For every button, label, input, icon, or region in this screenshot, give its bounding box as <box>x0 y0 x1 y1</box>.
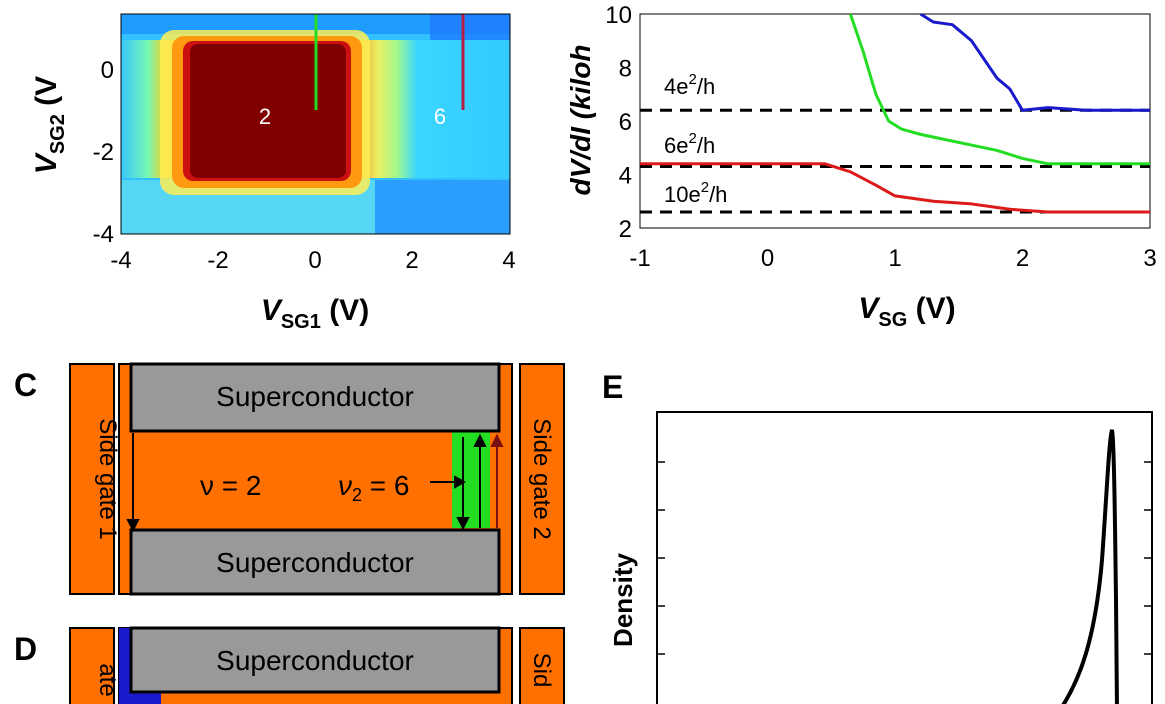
heatmap <box>121 14 510 234</box>
y-tick: 4 <box>619 163 632 190</box>
plateau-labels: 4e2/h 6e2/h 10e2/h <box>664 71 727 207</box>
panel-a-ylabel: VSG2 (V <box>30 76 69 174</box>
panel-d-letter: D <box>14 631 37 667</box>
side-gate-1-label: ate 1 <box>94 663 121 704</box>
density-curve <box>1061 429 1119 704</box>
x-tick: -1 <box>629 245 650 272</box>
panel-b-xlabel: VSG (V) <box>858 292 955 331</box>
panel-c-letter: C <box>14 367 37 403</box>
x-tick: 2 <box>405 247 418 274</box>
side-gate-2-label: Side gate 2 <box>528 418 555 539</box>
superconductor-top <box>129 362 501 433</box>
y-tick: -4 <box>93 221 114 248</box>
y-tick: -2 <box>93 139 114 166</box>
y-tick: 10 <box>605 2 632 29</box>
series-line <box>919 14 1150 112</box>
panel-a: 2 6 -4 -2 0 2 4 0 -2 -4 VSG1 (V) VSG2 (V <box>30 13 516 333</box>
panel-e-letter: E <box>602 369 623 405</box>
superconductor-top <box>129 626 501 694</box>
side-gate-1-label: Side gate 1 <box>94 418 121 539</box>
superconductor-bottom <box>129 528 501 596</box>
panel-a-xlabel: VSG1 (V) <box>261 294 369 333</box>
side-gate-1 <box>69 627 115 704</box>
nu2-label: ν2 = 6 <box>338 470 410 505</box>
panel-b-ylabel: dV/dI (kiloh <box>565 45 596 196</box>
side-gate-2 <box>519 627 565 704</box>
plot-area <box>639 13 1151 229</box>
y-tick: 6 <box>619 109 632 136</box>
panel-d: D ate 1 Sid Superconductor <box>14 626 565 704</box>
side-gate-2 <box>519 363 565 595</box>
x-tick: 1 <box>888 245 901 272</box>
panel-b-xticks: -1 0 1 2 3 <box>629 245 1156 272</box>
panel-e-ylabel: Density <box>608 553 638 647</box>
x-tick: -4 <box>110 247 131 274</box>
side-gate-1 <box>69 363 115 595</box>
plateau-label-4: 4e2/h <box>664 71 715 99</box>
x-tick: -2 <box>207 247 228 274</box>
density-y-ticks <box>657 461 1152 655</box>
panel-a-yticks: 0 -2 -4 <box>93 57 114 248</box>
y-tick: 0 <box>101 57 114 84</box>
panel-a-xticks: -4 -2 0 2 4 <box>110 247 515 274</box>
region-label-6: 6 <box>434 104 446 129</box>
nu1-label: ν = 2 <box>200 470 261 501</box>
y-tick: 2 <box>619 216 632 243</box>
superconductor-bottom-label: Superconductor <box>216 547 414 578</box>
series-line <box>640 162 1150 214</box>
panel-e: E Density <box>602 369 1153 704</box>
side-gate-2-label: Sid <box>528 653 555 688</box>
panel-c: C Side gate 1 Side gate 2 Superconductor… <box>14 362 565 596</box>
panel-b-yticks: 10 8 6 4 2 <box>605 2 632 243</box>
x-tick: 0 <box>761 245 774 272</box>
edge-arrows <box>126 433 504 533</box>
x-tick: 2 <box>1016 245 1029 272</box>
x-tick: 3 <box>1143 245 1156 272</box>
y-tick: 8 <box>619 56 632 83</box>
x-tick: 4 <box>502 247 515 274</box>
superconductor-top-label: Superconductor <box>216 381 414 412</box>
superconductor-top-label: Superconductor <box>216 645 414 676</box>
plateau-label-10: 10e2/h <box>664 179 727 207</box>
series-line <box>848 14 1150 166</box>
density-plot-area <box>656 411 1153 704</box>
x-tick: 0 <box>308 247 321 274</box>
plateau-label-6: 6e2/h <box>664 130 715 158</box>
series-group <box>640 14 1150 214</box>
region-label-2: 2 <box>259 104 271 129</box>
panel-b: 4e2/h 6e2/h 10e2/h -1 0 1 2 3 10 8 6 4 2 VSG (V)… <box>565 2 1157 331</box>
